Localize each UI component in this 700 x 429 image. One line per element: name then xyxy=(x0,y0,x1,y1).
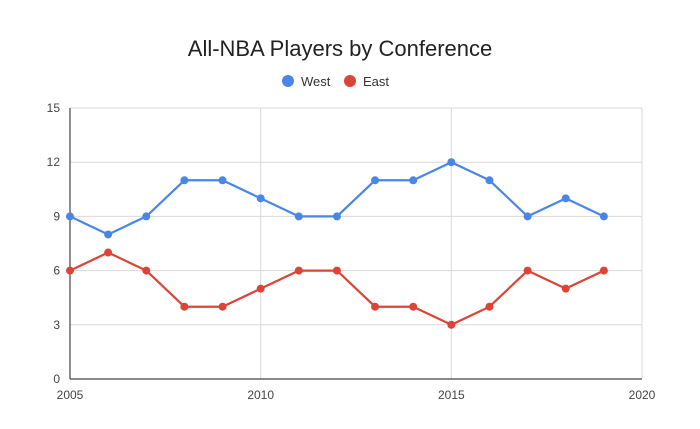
data-point-west xyxy=(485,176,494,185)
chart-legend: West East xyxy=(282,74,389,89)
data-point-west xyxy=(332,212,341,221)
data-point-west xyxy=(180,176,189,185)
legend-item-west: West xyxy=(282,74,331,89)
legend-label-west: West xyxy=(301,74,331,89)
data-point-west xyxy=(561,194,570,203)
data-point-east xyxy=(332,266,341,275)
y-tick-label: 15 xyxy=(47,101,61,115)
y-tick-label: 12 xyxy=(47,155,61,169)
data-point-east xyxy=(447,320,456,329)
data-point-east xyxy=(409,302,418,311)
y-tick-label: 6 xyxy=(53,264,60,278)
y-tick-label: 9 xyxy=(53,209,60,223)
data-point-west xyxy=(447,158,456,167)
axes: 0 3 6 9 12 15 2005 2010 2015 2020 xyxy=(47,101,656,402)
data-point-west xyxy=(523,212,532,221)
data-point-west xyxy=(104,230,113,239)
series-line-east xyxy=(69,251,605,326)
data-point-west xyxy=(142,212,151,221)
x-tick-label: 2020 xyxy=(629,388,656,402)
data-point-east xyxy=(218,302,227,311)
data-point-east xyxy=(104,248,113,257)
data-point-west xyxy=(66,212,74,221)
data-point-east xyxy=(180,302,189,311)
legend-swatch-west xyxy=(282,75,294,87)
data-point-east xyxy=(66,266,74,275)
data-point-east xyxy=(485,302,494,311)
legend-swatch-east xyxy=(344,75,356,87)
x-tick-label: 2010 xyxy=(247,388,274,402)
y-tick-label: 3 xyxy=(53,318,60,332)
data-point-east xyxy=(256,284,265,293)
data-point-west xyxy=(599,212,608,221)
data-point-east xyxy=(561,284,570,293)
x-tick-label: 2015 xyxy=(438,388,465,402)
data-point-west xyxy=(371,176,380,185)
data-point-east xyxy=(294,266,303,275)
chart-title: All-NBA Players by Conference xyxy=(188,36,492,61)
grid-lines xyxy=(70,107,643,379)
legend-item-east: East xyxy=(344,74,389,89)
data-point-west xyxy=(294,212,303,221)
x-tick-label: 2005 xyxy=(57,388,84,402)
data-point-east xyxy=(599,266,608,275)
y-tick-label: 0 xyxy=(53,372,60,386)
data-point-east xyxy=(142,266,151,275)
legend-label-east: East xyxy=(363,74,389,89)
data-point-east xyxy=(371,302,380,311)
series-layer xyxy=(66,158,608,329)
data-point-west xyxy=(218,176,227,185)
data-point-west xyxy=(256,194,265,203)
data-point-west xyxy=(409,176,418,185)
data-point-east xyxy=(523,266,532,275)
series-line-west xyxy=(69,161,605,236)
